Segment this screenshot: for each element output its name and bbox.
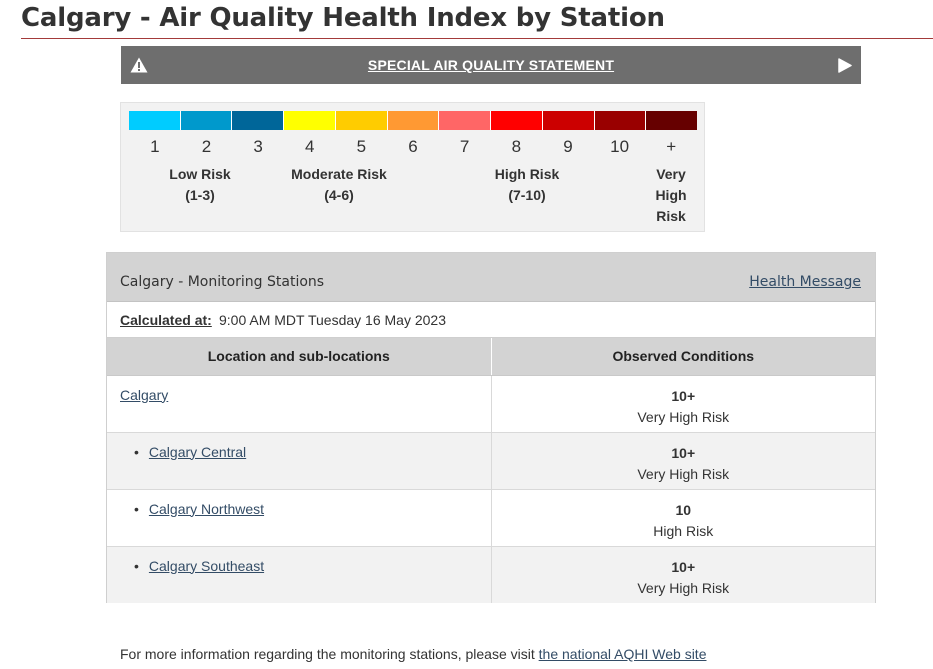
conditions-cell: 10+ Very High Risk [491,545,875,603]
risk-level: Very High Risk [637,465,730,482]
special-statement-link[interactable]: SPECIAL AIR QUALITY STATEMENT [367,57,615,73]
aqhi-color-8 [491,111,543,130]
aqhi-color-10 [594,111,647,130]
risk-level: Very High Risk [637,408,730,425]
table-row: • Calgary Southeast 10+ Very High Risk [107,545,875,603]
table-header-row: Location and sub-locations Observed Cond… [107,338,875,376]
risk-label-high: High Risk (7-10) [494,166,560,203]
location-cell: • Calgary Southeast [107,545,492,603]
aqhi-color-7 [439,111,492,130]
aqhi-value: 10+ [671,387,696,404]
table-row: • Calgary Central 10+ Very High Risk [107,431,875,489]
bullet-icon: • [134,500,139,517]
aqhi-number: 2 [201,137,212,156]
play-triangle-icon[interactable] [838,58,852,73]
calculated-at-value: 9:00 AM MDT Tuesday 16 May 2023 [219,312,446,328]
bullet-icon: • [134,557,139,574]
aqhi-color-9 [542,111,595,130]
aqhi-color-4 [284,111,336,130]
aqhi-color-6 [387,111,440,130]
location-cell: Calgary [107,374,492,432]
aqhi-color-5 [335,111,388,130]
aqhi-number: 6 [408,137,418,156]
aqhi-color-bar [129,111,698,130]
footer-text: For more information regarding the monit… [120,646,539,662]
station-link-calgary-central[interactable]: Calgary Central [148,443,247,460]
page-title: Calgary - Air Quality Health Index by St… [21,3,665,33]
aqhi-number: + [666,137,677,156]
conditions-cell: 10+ Very High Risk [491,431,875,489]
panel-title: Calgary - Monitoring Stations [120,274,325,290]
aqhi-scale: 1 2 3 4 5 6 7 8 9 10 + Low Risk (1-3) Mo… [120,102,705,232]
column-header-conditions: Observed Conditions [491,338,875,376]
title-divider [21,38,933,39]
calculated-at-label[interactable]: Calculated at: [120,312,212,328]
table-row: • Calgary Northwest 10 High Risk [107,488,875,546]
aqhi-number: 3 [253,137,263,156]
conditions-cell: 10 High Risk [491,488,875,546]
risk-label-low: Low Risk (1-3) [169,166,231,203]
table-row: Calgary 10+ Very High Risk [107,374,875,432]
location-cell: • Calgary Northwest [107,488,492,546]
aqhi-number: 1 [150,137,160,156]
panel-header: Calgary - Monitoring Stations Health Mes… [107,253,875,302]
station-link-calgary-southeast[interactable]: Calgary Southeast [148,557,265,574]
aqhi-color-3 [232,111,285,130]
station-link-calgary[interactable]: Calgary [120,386,169,403]
location-cell: • Calgary Central [107,431,492,489]
aqhi-number: 4 [305,137,315,156]
aqhi-value: 10+ [671,558,696,575]
aqhi-value: 10 [675,501,692,518]
aqhi-number: 8 [511,137,522,156]
footer-note: For more information regarding the monit… [120,646,706,662]
bullet-icon: • [134,443,139,460]
station-link-calgary-northwest[interactable]: Calgary Northwest [148,500,265,517]
aqhi-number: 5 [356,137,367,156]
aqhi-color-plus [646,111,698,130]
aqhi-number: 9 [563,137,573,156]
column-header-location: Location and sub-locations [107,338,492,376]
aqhi-color-2 [180,111,233,130]
risk-label-very-high: Very High Risk [655,166,687,224]
stations-table: Location and sub-locations Observed Cond… [107,338,875,603]
risk-label-moderate: Moderate Risk (4-6) [291,166,387,203]
aqhi-numbers: 1 2 3 4 5 6 7 8 9 10 + [129,137,697,157]
aqhi-number: 10 [610,137,630,156]
monitoring-stations-panel: Calgary - Monitoring Stations Health Mes… [106,252,876,603]
aqhi-value: 10+ [671,444,696,461]
risk-level: Very High Risk [637,579,730,596]
health-message-link[interactable]: Health Message [749,274,861,290]
warning-triangle-icon [130,57,148,73]
risk-level: High Risk [653,522,714,539]
aqhi-number: 7 [459,137,470,156]
conditions-cell: 10+ Very High Risk [491,374,875,432]
calculated-at-row: Calculated at: 9:00 AM MDT Tuesday 16 Ma… [107,302,875,338]
national-aqhi-link[interactable]: the national AQHI Web site [538,646,707,662]
aqhi-color-1 [129,111,181,130]
special-statement-banner[interactable]: SPECIAL AIR QUALITY STATEMENT [121,46,861,84]
